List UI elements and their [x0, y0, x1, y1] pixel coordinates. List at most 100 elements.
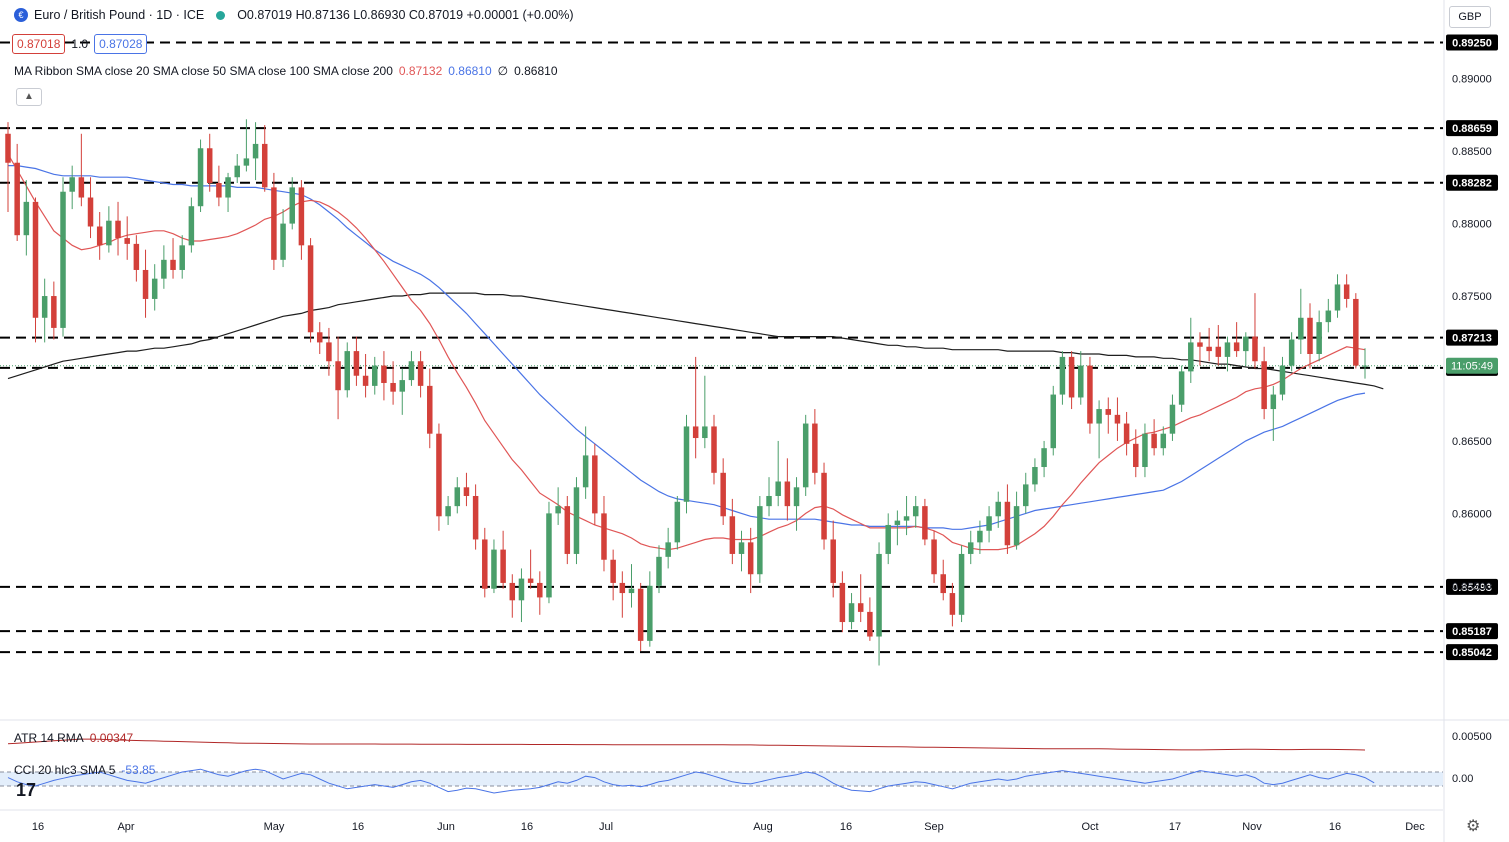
candle-body: [610, 559, 616, 583]
candle-body: [106, 220, 112, 246]
bid-box[interactable]: 0.87018: [12, 34, 66, 54]
candle-body: [197, 148, 204, 207]
candle-body: [206, 148, 213, 184]
candle-body: [839, 582, 846, 623]
candle-body: [582, 455, 589, 488]
y-tick-label: 0.89000: [1452, 74, 1492, 86]
candle-body: [32, 201, 39, 318]
level-label-box: [1446, 174, 1498, 191]
candle-body: [179, 245, 185, 270]
candle-body: [1334, 284, 1341, 311]
candle-body: [1041, 448, 1047, 468]
candle-body: [619, 582, 626, 594]
x-tick-label: 16: [840, 821, 852, 833]
candle-body: [1279, 365, 1286, 395]
candle-body: [894, 520, 901, 525]
y-tick-label: 0.86500: [1452, 436, 1492, 448]
candle-body: [225, 177, 231, 198]
ma-na-symbol: ∅: [497, 64, 509, 78]
candle-body: [592, 455, 598, 514]
candle-body: [142, 269, 149, 299]
candle-body: [1270, 394, 1277, 410]
cci-tick-label: 0.00: [1452, 773, 1473, 785]
candle-body: [261, 143, 268, 188]
candle-body: [848, 603, 855, 623]
x-tick-label: May: [264, 821, 285, 833]
symbol-legend[interactable]: € Euro / British Pound · 1D · ICE O0.870…: [14, 8, 574, 22]
tradingview-logo[interactable]: 17: [16, 780, 37, 800]
candle-body: [491, 549, 497, 589]
spread-value: 1.0: [71, 37, 89, 51]
atr-line: [7, 738, 1366, 751]
candle-body: [757, 506, 763, 575]
x-tick-label: Jun: [437, 821, 455, 833]
x-tick-label: Nov: [1242, 821, 1262, 833]
candle-body: [96, 226, 103, 246]
candle-body: [307, 245, 314, 333]
candle-body: [729, 516, 736, 554]
x-tick-label: 16: [1329, 821, 1341, 833]
atr-legend[interactable]: ATR 14 RMA 0.00347: [14, 731, 133, 745]
candle-body: [472, 495, 479, 540]
atr-label: ATR 14 RMA: [14, 731, 84, 745]
candle-body: [87, 197, 94, 227]
ohlc-values: O0.87019 H0.87136 L0.86930 C0.87019 +0.0…: [237, 8, 574, 22]
ask-box[interactable]: 0.87028: [94, 34, 148, 54]
candle-body: [1325, 310, 1332, 323]
candle-body: [573, 487, 580, 554]
candle-body: [1224, 342, 1231, 357]
candle-body: [509, 582, 516, 601]
ma-ribbon-legend[interactable]: MA Ribbon SMA close 20 SMA close 50 SMA …: [14, 64, 558, 78]
candle-body: [372, 365, 378, 386]
candle-body: [692, 426, 699, 439]
collapse-legend-button[interactable]: ▲: [16, 88, 42, 106]
candle-body: [656, 556, 662, 586]
candle-body: [903, 516, 910, 521]
candle-body: [1233, 342, 1240, 352]
candle-body: [1078, 365, 1084, 398]
candle-body: [720, 472, 726, 517]
candle-body: [802, 423, 809, 488]
level-label: 0.88282: [1452, 178, 1492, 190]
candle-body: [931, 539, 937, 575]
level-label-box: [1446, 329, 1498, 346]
axes: 16 Apr May 16 Jun 16 Jul Aug 16 Sep Oct 17 Nov 16 Dec 0…: [32, 74, 1492, 833]
countdown-label: 11:05:49: [1451, 361, 1493, 373]
candle-body: [683, 426, 690, 502]
candle-body: [1013, 506, 1020, 546]
candle-body: [381, 365, 387, 383]
y-tick-label: 0.88500: [1452, 146, 1492, 158]
candle-body: [527, 578, 534, 583]
cci-legend[interactable]: CCI 20 hlc3 SMA 5 -53.85: [14, 763, 155, 777]
candle-body: [427, 385, 433, 434]
candle-body: [344, 351, 351, 391]
level-label: 0.88659: [1452, 123, 1492, 135]
sma20-line: [7, 153, 1366, 551]
candle-body: [793, 487, 800, 507]
candle-body: [1362, 365, 1368, 367]
euro-flag-icon: €: [14, 8, 28, 22]
currency-button[interactable]: GBP: [1449, 6, 1491, 28]
candle-body: [115, 220, 121, 239]
candle-body: [912, 506, 919, 517]
candle-body: [41, 296, 48, 318]
gear-icon[interactable]: ⚙: [1466, 818, 1481, 835]
candle-body: [546, 513, 552, 598]
candle-body: [482, 539, 488, 589]
candle-body: [78, 177, 85, 198]
ma-value-1: 0.87132: [398, 64, 443, 78]
x-tick-label: 16: [521, 821, 533, 833]
candle-body: [60, 191, 66, 328]
candle-body: [1068, 356, 1075, 398]
candle-body: [335, 361, 341, 391]
candle-body: [417, 361, 424, 386]
candle-body: [243, 158, 250, 166]
cci-value: -53.85: [121, 763, 156, 777]
candle-body: [399, 380, 406, 392]
candle-body: [1197, 342, 1203, 347]
candle-body: [967, 542, 974, 554]
candle-body: [271, 187, 277, 260]
horizontal-levels: 0.892500.886590.882820.872130.870040.854…: [0, 34, 1498, 661]
